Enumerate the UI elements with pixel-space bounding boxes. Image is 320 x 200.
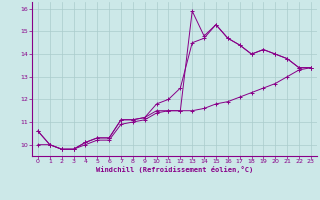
X-axis label: Windchill (Refroidissement éolien,°C): Windchill (Refroidissement éolien,°C) <box>96 166 253 173</box>
